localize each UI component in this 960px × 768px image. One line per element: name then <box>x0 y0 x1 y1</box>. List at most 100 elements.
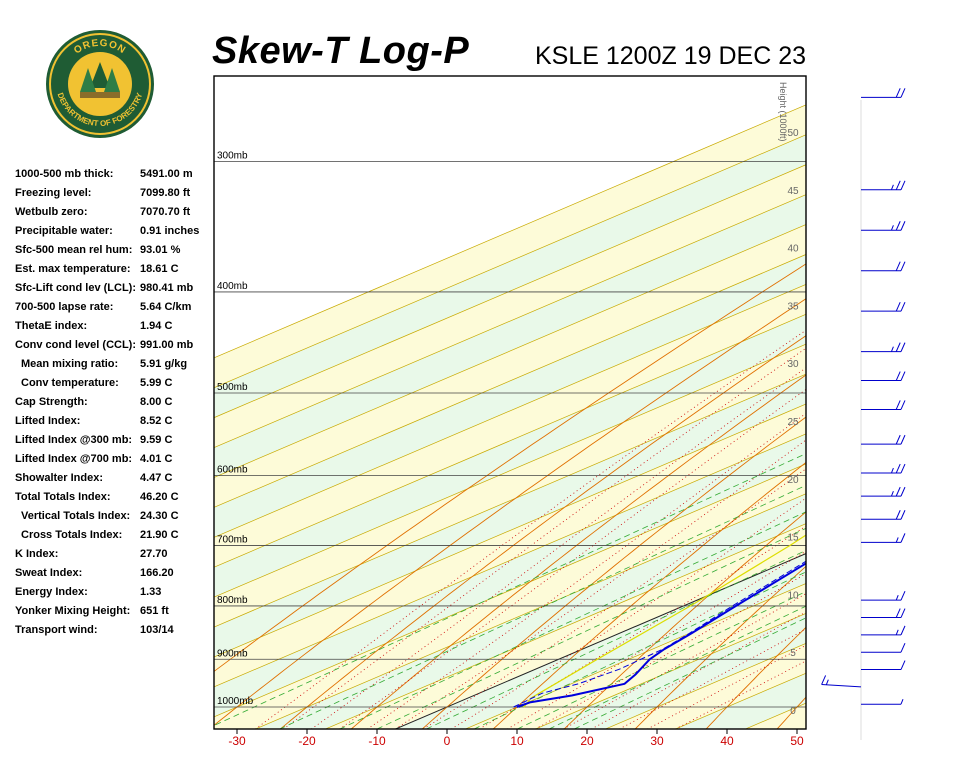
pressure-label: 300mb <box>217 151 248 162</box>
wind-barb-half-flag <box>895 594 899 601</box>
temperature-profile <box>516 562 806 708</box>
wind-barb <box>861 301 906 312</box>
wind-barb <box>861 590 906 601</box>
index-row: Showalter Index: 4.47 C <box>15 472 215 491</box>
wind-barb-flag <box>900 371 906 381</box>
wind-barb-staff <box>821 683 862 688</box>
wind-barb <box>861 533 906 543</box>
index-label: Cross Totals Index: <box>21 529 123 541</box>
index-label: Lifted Index @700 mb: <box>15 453 133 465</box>
height-tick-label: 15 <box>787 533 799 544</box>
index-row: Yonker Mixing Height: 651 ft <box>15 605 215 624</box>
index-row: Wetbulb zero: 7070.70 ft <box>15 206 215 225</box>
parcel-profile <box>523 534 806 708</box>
wind-barb <box>861 180 906 191</box>
isotherm-line <box>214 463 806 718</box>
wind-barb-flag <box>900 486 906 497</box>
index-row: Sfc-500 mean rel hum: 93.01 % <box>15 244 215 263</box>
index-row: 700-500 lapse rate: 5.64 C/km <box>15 301 215 320</box>
height-tick-label: 35 <box>787 301 799 312</box>
index-row: Sfc-Lift cond lev (LCL): 980.41 mb <box>15 282 215 301</box>
index-row: Lifted Index @300 mb: 9.59 C <box>15 434 215 453</box>
index-label: Lifted Index @300 mb: <box>15 434 133 446</box>
wind-barb-flag <box>895 434 901 445</box>
moist-adiabat <box>255 329 806 729</box>
wind-barb-flag <box>900 261 906 271</box>
wind-barb-flag <box>895 371 901 381</box>
wind-barb-flag <box>900 301 906 312</box>
index-value: 24.30 C <box>140 510 179 522</box>
mixing-ratio-line <box>339 511 806 729</box>
wind-barb-flag <box>900 642 906 653</box>
wind-barb-flag <box>900 400 906 410</box>
height-tick-label: 20 <box>787 475 799 486</box>
wind-barb-flag <box>895 88 901 98</box>
wind-barb-half-flag <box>825 679 829 685</box>
index-value: 18.61 C <box>140 263 179 275</box>
index-label: Freezing level: <box>15 187 92 199</box>
wind-barb <box>861 510 906 520</box>
index-row: Cap Strength: 8.00 C <box>15 396 215 415</box>
isotherm-band <box>535 613 806 729</box>
mixing-ratio-line <box>376 527 806 729</box>
dry-adiabat <box>705 626 806 729</box>
index-label: Precipitable water: <box>15 225 113 237</box>
isotherm-line <box>674 672 806 729</box>
wind-barb-half-flag <box>895 629 899 636</box>
isotherm-band <box>465 583 806 729</box>
isotherm-line <box>604 642 806 729</box>
index-row: Est. max temperature: 18.61 C <box>15 263 215 282</box>
index-row: Precipitable water: 0.91 inches <box>15 225 215 244</box>
index-label: Sfc-500 mean rel hum: <box>15 244 133 256</box>
index-row: Energy Index: 1.33 <box>15 586 215 605</box>
wind-barb <box>861 88 906 98</box>
isotherm-band <box>325 523 806 729</box>
wind-barb-half-flag <box>890 346 894 352</box>
index-row: Total Totals Index: 46.20 C <box>15 491 215 510</box>
index-value: 1.33 <box>140 586 162 598</box>
wind-barb-half-flag <box>890 225 894 231</box>
isotherm-line <box>534 613 806 729</box>
mixing-ratio-line <box>473 571 806 729</box>
height-tick-label: 30 <box>787 359 799 370</box>
isotherm-band <box>395 553 806 729</box>
mixing-ratio-line <box>279 484 806 729</box>
x-tick-label: 30 <box>650 734 664 748</box>
wind-barb-flag <box>900 88 906 98</box>
index-value: 980.41 mb <box>140 282 194 294</box>
wind-barb <box>861 371 906 382</box>
index-value: 5.64 C/km <box>140 301 192 313</box>
index-value: 27.70 <box>140 548 168 560</box>
wind-barb-flag <box>895 221 901 231</box>
wind-barb-flag <box>895 510 901 520</box>
isotherm-band <box>675 673 806 729</box>
mixing-ratio-line <box>214 453 806 727</box>
index-label: Conv cond level (CCL): <box>15 339 137 351</box>
moist-adiabat <box>507 550 806 729</box>
dry-adiabat <box>902 0 960 750</box>
index-row: Freezing level: 7099.80 ft <box>15 187 215 206</box>
isotherm-line <box>744 702 806 729</box>
isotherm-band <box>255 493 806 729</box>
index-label: Conv temperature: <box>21 377 119 389</box>
station-datetime: KSLE 1200Z 19 DEC 23 <box>535 42 806 70</box>
index-label: K Index: <box>15 548 59 560</box>
height-tick-label: 0 <box>790 706 796 717</box>
x-tick-label: 10 <box>510 734 524 748</box>
wind-barb-flag <box>895 608 901 618</box>
index-value: 46.20 C <box>140 491 179 503</box>
index-value: 4.01 C <box>140 453 173 465</box>
height-tick-label: 25 <box>787 417 799 428</box>
index-value: 103/14 <box>140 624 174 636</box>
wind-barb <box>861 608 906 619</box>
wind-barb-half-flag <box>900 699 904 705</box>
dry-adiabat <box>634 565 806 729</box>
index-label: 700-500 lapse rate: <box>15 301 114 313</box>
isotherm-line <box>766 0 960 750</box>
x-tick-label: -30 <box>228 734 246 748</box>
x-tick-label: 50 <box>790 734 804 748</box>
wind-barb <box>861 625 906 636</box>
moist-adiabat <box>395 439 806 729</box>
index-label: Sweat Index: <box>15 567 83 579</box>
wind-barb-half-flag <box>890 184 894 190</box>
